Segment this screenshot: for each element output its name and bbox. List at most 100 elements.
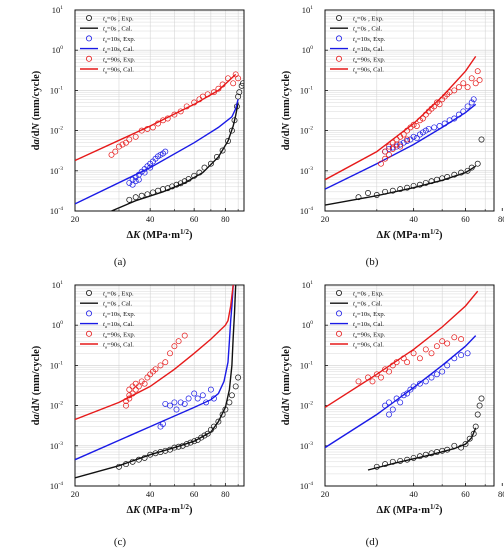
data-point	[225, 138, 231, 144]
data-point	[215, 418, 222, 425]
grid	[75, 285, 244, 486]
data-point	[462, 441, 469, 448]
x-tick-label: 20	[71, 489, 80, 499]
data-point	[464, 103, 471, 110]
series-line	[325, 290, 479, 408]
series-layer	[75, 71, 244, 211]
data-point	[428, 374, 435, 381]
x-axis-label: ΔK (MPa·m1/2)	[376, 503, 443, 516]
data-point	[147, 164, 154, 171]
data-point	[175, 338, 182, 345]
legend-marker	[335, 310, 342, 317]
data-point	[235, 75, 242, 82]
y-tick-label: 10-3	[50, 166, 63, 176]
data-point	[460, 80, 467, 87]
y-tick-label: 10-1	[50, 360, 63, 370]
y-tick-label: 10-2	[300, 126, 313, 136]
y-tick-label: 10-1	[50, 85, 63, 95]
data-point	[167, 350, 173, 357]
y-tick-label: 10-1	[300, 360, 313, 370]
data-point	[207, 386, 214, 393]
data-point	[378, 160, 384, 167]
series-layer	[325, 56, 485, 206]
data-point	[464, 84, 471, 91]
series-line	[75, 285, 237, 479]
x-axis-label: ΔK (MPa·m1/2)	[126, 228, 193, 241]
data-point	[444, 174, 451, 180]
data-point	[386, 411, 392, 418]
x-tick-label: 20	[71, 214, 80, 224]
data-point	[355, 194, 362, 201]
series-layer	[75, 285, 242, 479]
y-tick-label: 100	[52, 320, 64, 330]
panel-a: 20 40 60 80 10-4 10-3 10-2 10-1 100 101 ΔK (MPa·m1…	[31, 5, 245, 268]
data-point	[416, 380, 423, 387]
legend-marker	[335, 14, 342, 21]
data-point	[191, 438, 198, 445]
legend: ta=0s , Exp. ta=0s , Cal. ta=10s, Exp. ta=1…	[80, 14, 136, 75]
data-point	[470, 96, 477, 103]
data-point	[422, 179, 429, 186]
x-tick-label: 80	[221, 214, 230, 224]
data-point	[157, 362, 164, 369]
panel-label: (d)	[366, 536, 379, 548]
data-point	[419, 115, 426, 122]
data-point	[132, 133, 139, 140]
data-point	[119, 141, 126, 148]
data-point	[407, 386, 414, 393]
legend-label: ta=10s, Cal.	[353, 321, 384, 329]
x-tick-label: 60	[190, 489, 199, 499]
data-point	[235, 374, 242, 381]
legend-marker	[335, 55, 342, 62]
data-point	[439, 368, 446, 375]
legend-label: ta=90s, Exp.	[103, 331, 136, 339]
legend-marker	[86, 310, 93, 317]
data-point	[436, 101, 443, 108]
data-point	[474, 411, 481, 418]
data-point	[185, 395, 192, 402]
x-tick-label: 80	[498, 214, 504, 224]
legend-label: ta=90s, Exp.	[353, 56, 386, 64]
legend-marker	[335, 35, 342, 42]
data-point	[393, 141, 400, 148]
data-point	[135, 383, 142, 390]
legend-label: ta=90s, Exp.	[353, 331, 386, 339]
data-point	[126, 179, 133, 186]
x-tick-label: 40	[409, 489, 418, 499]
series-line	[325, 335, 477, 449]
data-point	[458, 336, 465, 343]
plot-frame	[324, 9, 495, 212]
x-tick-label: 80	[221, 489, 230, 499]
data-point	[126, 196, 133, 203]
data-point	[141, 380, 148, 387]
x-tick-label: 60	[190, 214, 199, 224]
data-point	[191, 390, 198, 397]
legend-label: ta=90s, Cal.	[103, 67, 134, 75]
y-tick-label: 10-2	[50, 126, 63, 136]
data-point	[239, 80, 244, 87]
data-point	[171, 343, 178, 350]
data-point	[468, 99, 475, 106]
data-point	[476, 77, 483, 84]
legend-marker	[86, 289, 93, 296]
data-point	[204, 430, 211, 437]
legend-label: ta=10s, Exp.	[103, 36, 136, 44]
legend-label: ta=0s , Cal.	[353, 301, 383, 309]
data-point	[173, 406, 180, 413]
data-point	[400, 139, 407, 146]
x-axis-label: ΔK (MPa·m1/2)	[126, 503, 193, 516]
plot-frame	[74, 9, 245, 212]
data-point	[397, 143, 404, 150]
data-point	[451, 334, 458, 341]
series-line	[75, 285, 234, 461]
legend-label: ta=90s, Cal.	[353, 67, 384, 75]
data-point	[378, 374, 384, 381]
y-tick-label: 100	[302, 45, 314, 55]
y-tick-label: 101	[302, 280, 314, 290]
legend-label: ta=90s, Cal.	[353, 342, 384, 350]
data-point	[428, 350, 435, 357]
grid	[325, 10, 494, 211]
data-point	[210, 423, 217, 430]
data-point	[386, 368, 392, 375]
legend-label: ta=0s , Exp.	[103, 16, 134, 24]
